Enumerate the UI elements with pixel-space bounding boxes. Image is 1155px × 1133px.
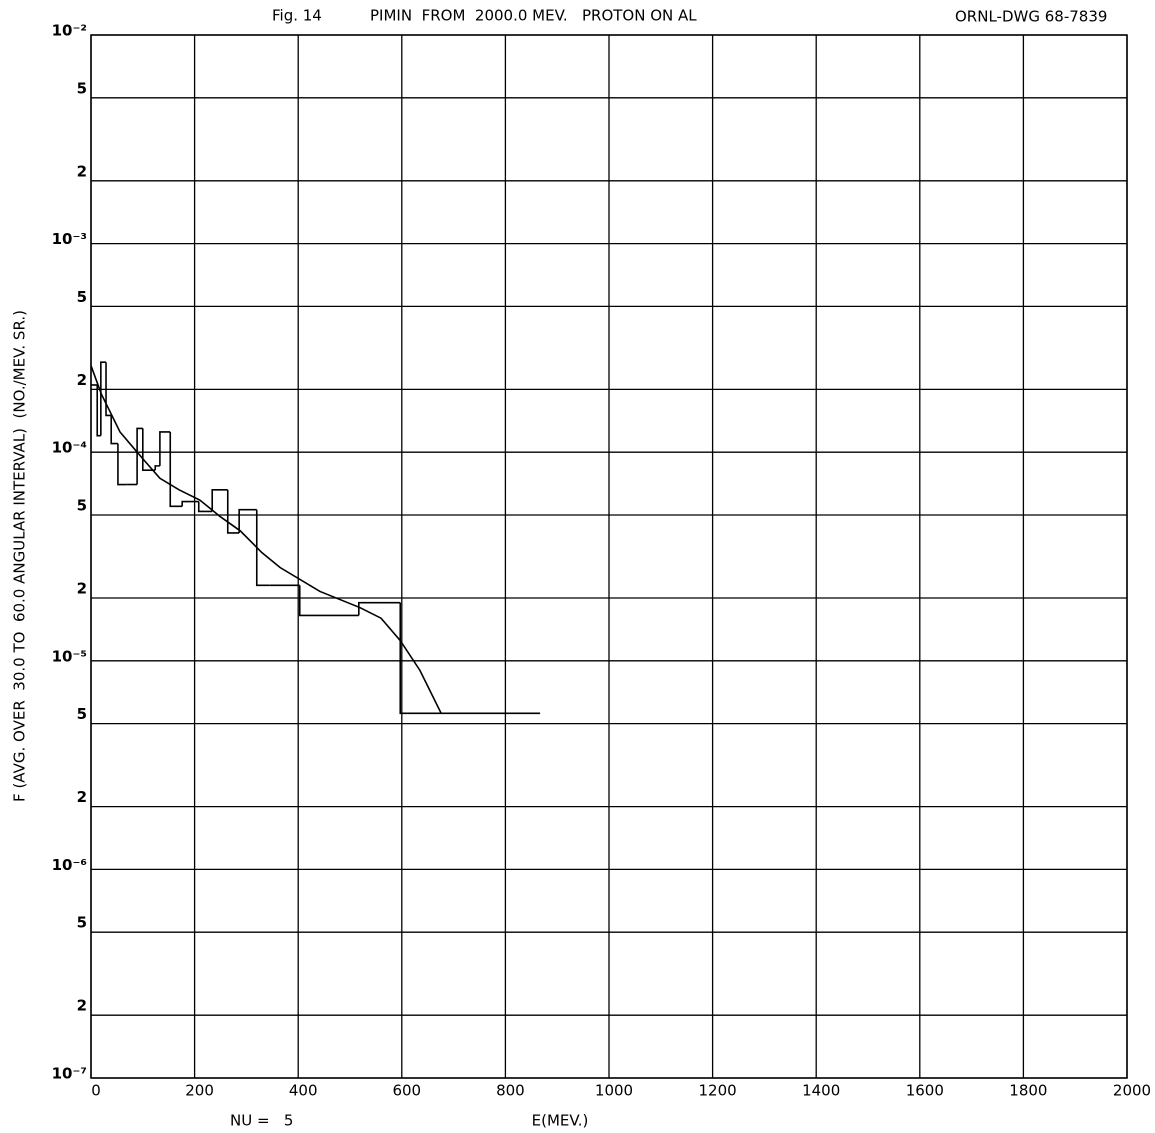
histogram-bar: [211, 489, 228, 512]
histogram-bar: [238, 508, 257, 533]
histogram-bar: [136, 427, 143, 485]
y-tick-label: 2: [77, 580, 87, 598]
fit-curve: [90, 365, 442, 714]
figure-label: Fig. 14: [272, 7, 322, 25]
histogram-bar: [358, 601, 401, 616]
histogram-bar: [169, 431, 183, 508]
y-tick-label: 10⁻³: [52, 230, 87, 248]
y-tick-label: 10⁻⁷: [52, 1065, 87, 1083]
x-tick-label: 1000: [595, 1082, 633, 1100]
histogram-bar: [197, 501, 213, 513]
histogram-bar: [105, 362, 112, 417]
x-tick-label: 0: [91, 1082, 101, 1100]
x-tick-label: 200: [185, 1082, 214, 1100]
y-tick-label: 5: [77, 705, 87, 723]
y-tick-label: 2: [77, 997, 87, 1015]
y-tick-label: 2: [77, 371, 87, 389]
y-axis-label: F (AVG. OVER 30.0 TO 60.0 ANGULAR INTERV…: [11, 310, 29, 802]
x-tick-label: 1400: [802, 1082, 840, 1100]
histogram-bar: [117, 443, 127, 486]
y-tick-label: 5: [77, 496, 87, 514]
x-axis-label: E(MEV.): [532, 1112, 589, 1130]
histogram-bar: [100, 361, 107, 436]
y-tick-label: 10⁻⁵: [52, 647, 87, 665]
x-tick-label: 800: [496, 1082, 525, 1100]
histogram-bar: [154, 465, 160, 471]
y-tick-label: 10⁻⁴: [52, 439, 87, 457]
histogram-bar: [181, 500, 199, 507]
x-tick-label: 2000: [1113, 1082, 1151, 1100]
drawing-number: ORNL-DWG 68-7839: [955, 8, 1107, 26]
histogram-bar: [298, 585, 359, 617]
y-tick-label: 2: [77, 162, 87, 180]
histogram-bar: [159, 431, 171, 466]
histogram-bar: [255, 509, 270, 587]
x-tick-label: 400: [289, 1082, 318, 1100]
y-tick-label: 5: [77, 914, 87, 932]
y-tick-label: 5: [77, 288, 87, 306]
y-tick-label: 5: [77, 79, 87, 97]
histogram-bar: [142, 428, 156, 471]
chart-title: PIMIN FROM 2000.0 MEV. PROTON ON AL: [370, 7, 697, 25]
histogram-bar: [226, 489, 240, 534]
histogram-bar: [110, 415, 118, 445]
x-tick-label: 1200: [699, 1082, 737, 1100]
x-tick-label: 1600: [906, 1082, 944, 1100]
x-tick-label: 600: [392, 1082, 421, 1100]
y-tick-label: 10⁻²: [52, 22, 87, 40]
y-tick-label: 10⁻⁶: [52, 856, 87, 874]
annotation: NU = 5: [230, 1112, 293, 1130]
x-tick-label: 1800: [1009, 1082, 1047, 1100]
histogram-bar: [399, 602, 541, 715]
y-tick-label: 2: [77, 788, 87, 806]
histogram-bar: [96, 384, 101, 437]
